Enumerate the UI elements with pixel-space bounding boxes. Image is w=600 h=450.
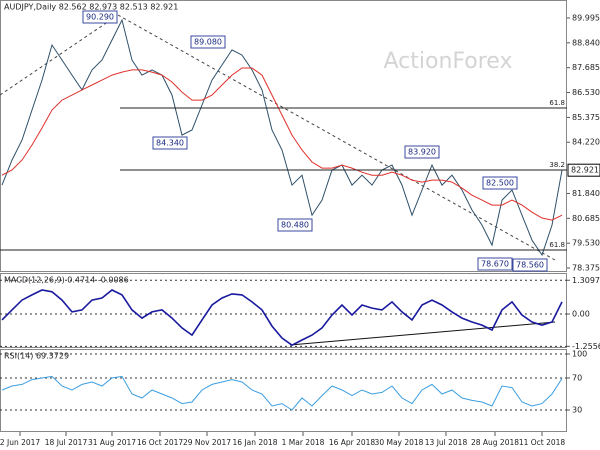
annotation: 80.480 — [281, 221, 309, 230]
watermark: ActionForex — [384, 49, 513, 74]
x-tick-label: 31 Aug 2017 — [88, 438, 136, 447]
annotation: 89.080 — [194, 38, 222, 47]
y-tick-label: 88.840 — [572, 38, 600, 47]
x-tick-label: 16 Jan 2018 — [233, 438, 278, 447]
annotation-box — [404, 145, 440, 159]
y-tick-label: 70 — [572, 374, 582, 383]
macd-panel — [0, 273, 567, 348]
annotation-box — [482, 176, 518, 190]
annotation: 78.670 — [481, 260, 509, 269]
rsi-panel — [0, 349, 567, 432]
y-tick-label: 100 — [572, 350, 587, 359]
x-tick-label: 2 Jun 2017 — [0, 438, 40, 447]
y-tick-label: 1.3097 — [572, 276, 600, 285]
chart-title: AUDJPY,Daily 82.562 82.973 82.513 82.921 — [4, 3, 178, 12]
y-tick-label: 86.530 — [572, 88, 600, 97]
y-tick-label: 79.530 — [572, 239, 600, 248]
rsi-title: RSI(14) 69.3729 — [4, 352, 69, 361]
fib-label: 38.2 — [549, 161, 565, 169]
fib-label: 61.8 — [549, 99, 565, 107]
annotation: 82.500 — [486, 179, 514, 188]
fib-label: 61.8 — [549, 241, 565, 249]
x-tick-label: 16 Oct 2017 — [137, 438, 184, 447]
x-tick-label: 18 Jul 2017 — [45, 438, 88, 447]
series-line — [1, 18, 563, 257]
x-tick-label: 28 Aug 2018 — [471, 438, 519, 447]
x-tick-label: 30 May 2018 — [375, 438, 424, 447]
y-tick-label: 78.375 — [572, 264, 600, 273]
annotation-box — [152, 136, 188, 150]
series-line — [1, 67, 563, 221]
annotation: 78.560 — [516, 261, 544, 270]
y-tick-label: 30 — [572, 406, 582, 415]
price-panel — [0, 0, 567, 272]
x-tick-label: 29 Nov 2017 — [183, 438, 231, 447]
annotation-box — [512, 258, 548, 272]
series-line — [1, 289, 563, 347]
y-tick-label: 84.220 — [572, 138, 600, 147]
y-tick-label: 85.375 — [572, 113, 600, 122]
annotation: 84.340 — [156, 139, 184, 148]
macd-trend-line — [289, 321, 556, 346]
annotation-box — [277, 218, 313, 232]
y-tick-label: 80.685 — [572, 214, 600, 223]
x-tick-label: 16 Apr 2018 — [329, 438, 376, 447]
y-tick-label: 0.00 — [572, 309, 590, 318]
annotation: 83.920 — [408, 148, 436, 157]
price-tag-label: 82.921 — [571, 166, 599, 175]
y-tick-label: -1.2556 — [572, 342, 600, 351]
y-tick-label: 87.685 — [572, 63, 600, 72]
y-tick-label: 89.995 — [572, 13, 600, 22]
y-tick-label: 81.840 — [572, 189, 600, 198]
x-tick-label: 1 Mar 2018 — [282, 438, 325, 447]
annotation-box — [82, 10, 118, 24]
annotation: 90.290 — [86, 13, 114, 22]
price-tag — [567, 163, 600, 177]
x-tick-label: 11 Oct 2018 — [519, 438, 566, 447]
annotation-box — [190, 35, 226, 49]
series-line — [1, 375, 563, 411]
x-tick-label: 13 Jul 2018 — [425, 438, 468, 447]
annotation-box — [477, 257, 513, 271]
